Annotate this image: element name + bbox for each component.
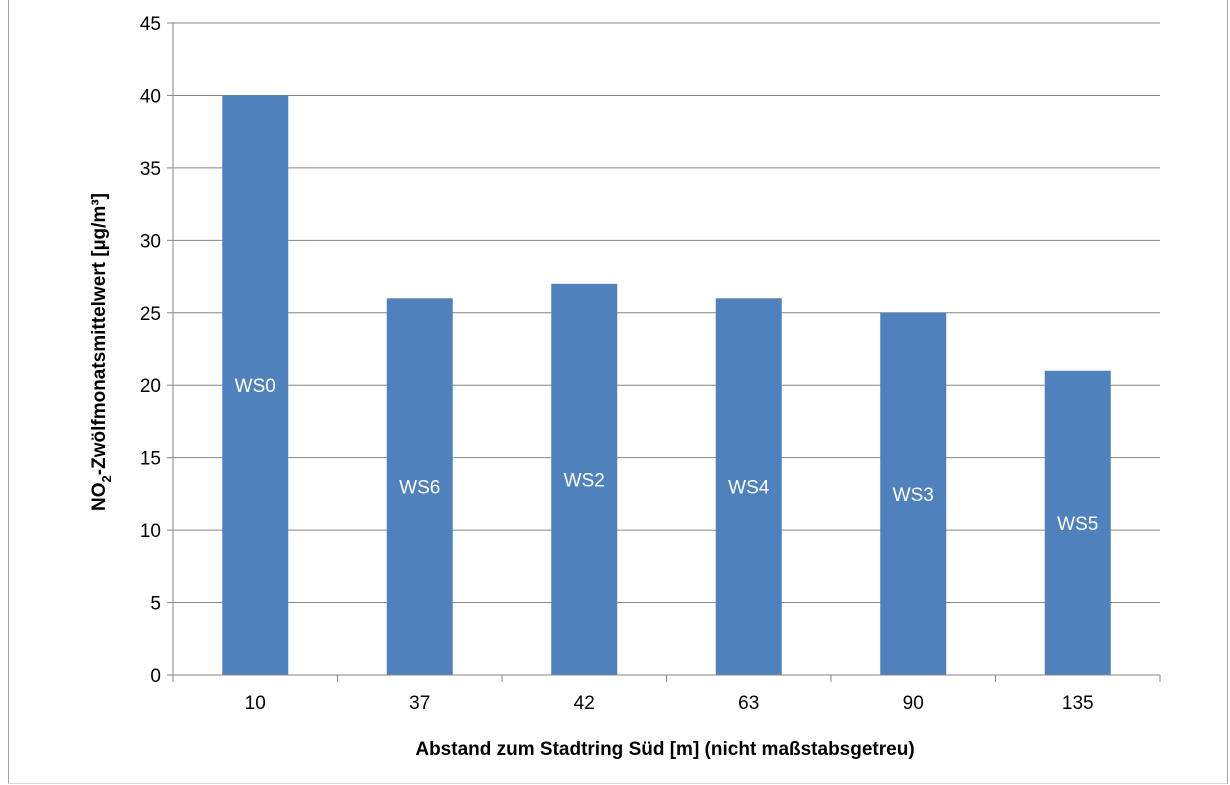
y-tick-label: 10 — [140, 521, 161, 542]
y-tick-label: 20 — [140, 376, 161, 397]
y-axis-title-subscript: 2 — [99, 475, 114, 482]
x-tick-label: 63 — [738, 693, 759, 714]
bar-data-label: WS2 — [564, 470, 605, 491]
y-axis-title-main: NO — [89, 482, 110, 511]
axes — [167, 22, 1161, 682]
bar-data-label: WS3 — [893, 485, 934, 506]
bar-data-label: WS5 — [1057, 514, 1098, 535]
x-tick-labels: 10 37 42 63 90 135 — [245, 693, 1094, 714]
x-tick-label: 90 — [903, 693, 924, 714]
bar — [222, 95, 289, 675]
bar-data-label: WS6 — [399, 478, 440, 499]
y-tick-label: 5 — [150, 594, 161, 615]
y-tick-label: 30 — [140, 231, 161, 252]
y-tick-label: 0 — [150, 666, 161, 687]
bar — [1044, 370, 1111, 675]
x-tick-label: 10 — [245, 693, 266, 714]
y-axis-title-rest: -Zwölfmonatsmittelwert [µg/m³] — [89, 193, 110, 475]
x-tick-label: 37 — [409, 693, 430, 714]
bar — [715, 298, 782, 675]
x-tick-label: 135 — [1062, 693, 1094, 714]
y-tick-label: 40 — [140, 86, 161, 107]
bar-data-label: WS0 — [235, 376, 276, 397]
y-tick-label: 35 — [140, 159, 161, 180]
bar — [386, 298, 453, 675]
y-tick-label: 15 — [140, 449, 161, 470]
y-tick-label: 45 — [140, 14, 161, 35]
bar — [880, 312, 947, 675]
data-labels: WS0 WS6 WS2 WS4 WS3 WS5 — [235, 376, 1099, 535]
y-tick-label: 25 — [140, 304, 161, 325]
gridlines — [173, 22, 1160, 604]
bar — [551, 283, 618, 675]
x-tick-label: 42 — [574, 693, 595, 714]
y-tick-labels: 0 5 10 15 20 25 30 35 40 45 — [140, 14, 161, 687]
bars — [222, 95, 1111, 675]
bar-data-label: WS4 — [728, 478, 770, 499]
y-axis-title: NO2-Zwölfmonatsmittelwert [µg/m³] — [89, 193, 114, 511]
chart-frame — [8, 0, 1228, 784]
x-axis-title: Abstand zum Stadtring Süd [m] (nicht maß… — [415, 739, 914, 760]
